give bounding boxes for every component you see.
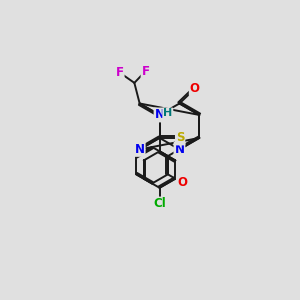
- Text: F: F: [116, 66, 124, 79]
- Text: Cl: Cl: [153, 197, 166, 211]
- Text: N: N: [154, 109, 165, 122]
- Text: N: N: [135, 143, 145, 156]
- Text: S: S: [176, 131, 184, 144]
- Text: N: N: [174, 143, 184, 156]
- Text: H: H: [163, 109, 172, 118]
- Text: O: O: [177, 176, 187, 189]
- Text: O: O: [190, 82, 200, 95]
- Text: F: F: [142, 64, 150, 78]
